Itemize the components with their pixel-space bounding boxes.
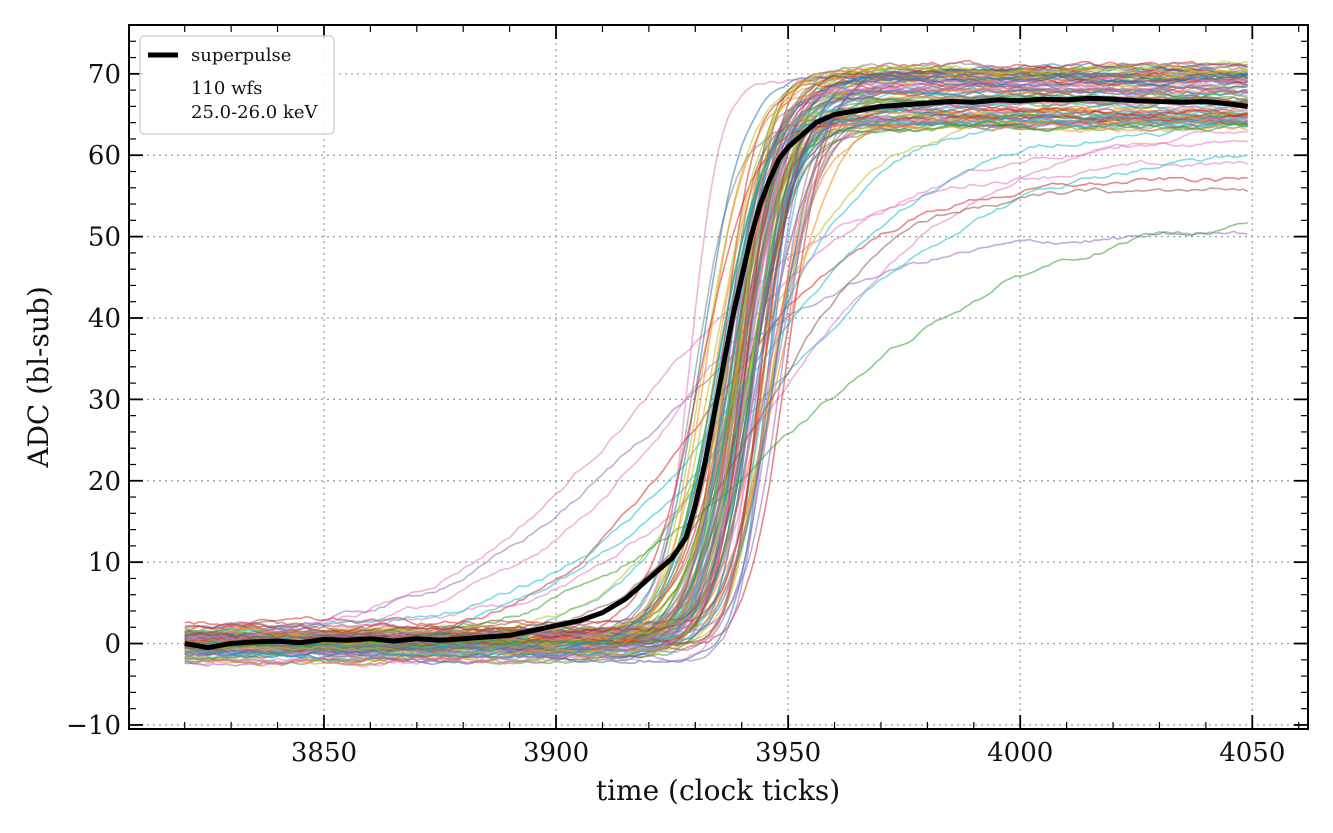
y-tick-label: 70 bbox=[88, 60, 121, 90]
legend-box bbox=[139, 35, 335, 135]
waveform-trace bbox=[184, 123, 1248, 634]
x-tick-label: 3950 bbox=[755, 738, 821, 768]
waveform-trace bbox=[184, 109, 1248, 643]
waveform-trace bbox=[184, 104, 1248, 662]
waveform-trace bbox=[184, 62, 1248, 644]
superpulse-series bbox=[184, 95, 1249, 651]
legend-count-text: 110 wfs bbox=[191, 78, 262, 99]
superpulse-line bbox=[184, 95, 1249, 651]
waveform-trace bbox=[184, 83, 1248, 652]
x-axis-title: time (clock ticks) bbox=[596, 774, 840, 807]
y-tick-label: 0 bbox=[104, 630, 121, 660]
waveform-trace bbox=[184, 65, 1248, 656]
y-tick-label: 60 bbox=[88, 141, 121, 171]
x-tick-label: 4000 bbox=[987, 738, 1053, 768]
legend-superpulse-label: superpulse bbox=[191, 45, 291, 66]
waveform-trace bbox=[184, 70, 1248, 666]
waveform-trace bbox=[184, 117, 1248, 652]
y-axis-title: ADC (bl-sub) bbox=[22, 286, 55, 469]
y-tick-label: 20 bbox=[88, 467, 121, 497]
y-tick-label: 30 bbox=[88, 385, 121, 415]
x-tick-label: 4050 bbox=[1219, 738, 1285, 768]
y-tick-label: 50 bbox=[88, 223, 121, 253]
waveform-trace bbox=[184, 159, 1249, 639]
plot-frame bbox=[128, 24, 1309, 730]
waveform-trace bbox=[184, 61, 1249, 655]
waveform-trace bbox=[184, 76, 1248, 668]
legend: superpulse 110 wfs 25.0-26.0 keV bbox=[139, 35, 335, 135]
x-tick-label: 3850 bbox=[291, 738, 357, 768]
y-tick-label: 10 bbox=[88, 548, 121, 578]
waveform-trace bbox=[184, 121, 1248, 639]
y-tick-label: 40 bbox=[88, 304, 121, 334]
x-tick-label: 3900 bbox=[523, 738, 589, 768]
y-tick-label: −10 bbox=[66, 711, 121, 741]
waveform-traces bbox=[184, 59, 1249, 668]
waveform-trace bbox=[184, 120, 1248, 648]
legend-energy-text: 25.0-26.0 keV bbox=[191, 102, 319, 123]
